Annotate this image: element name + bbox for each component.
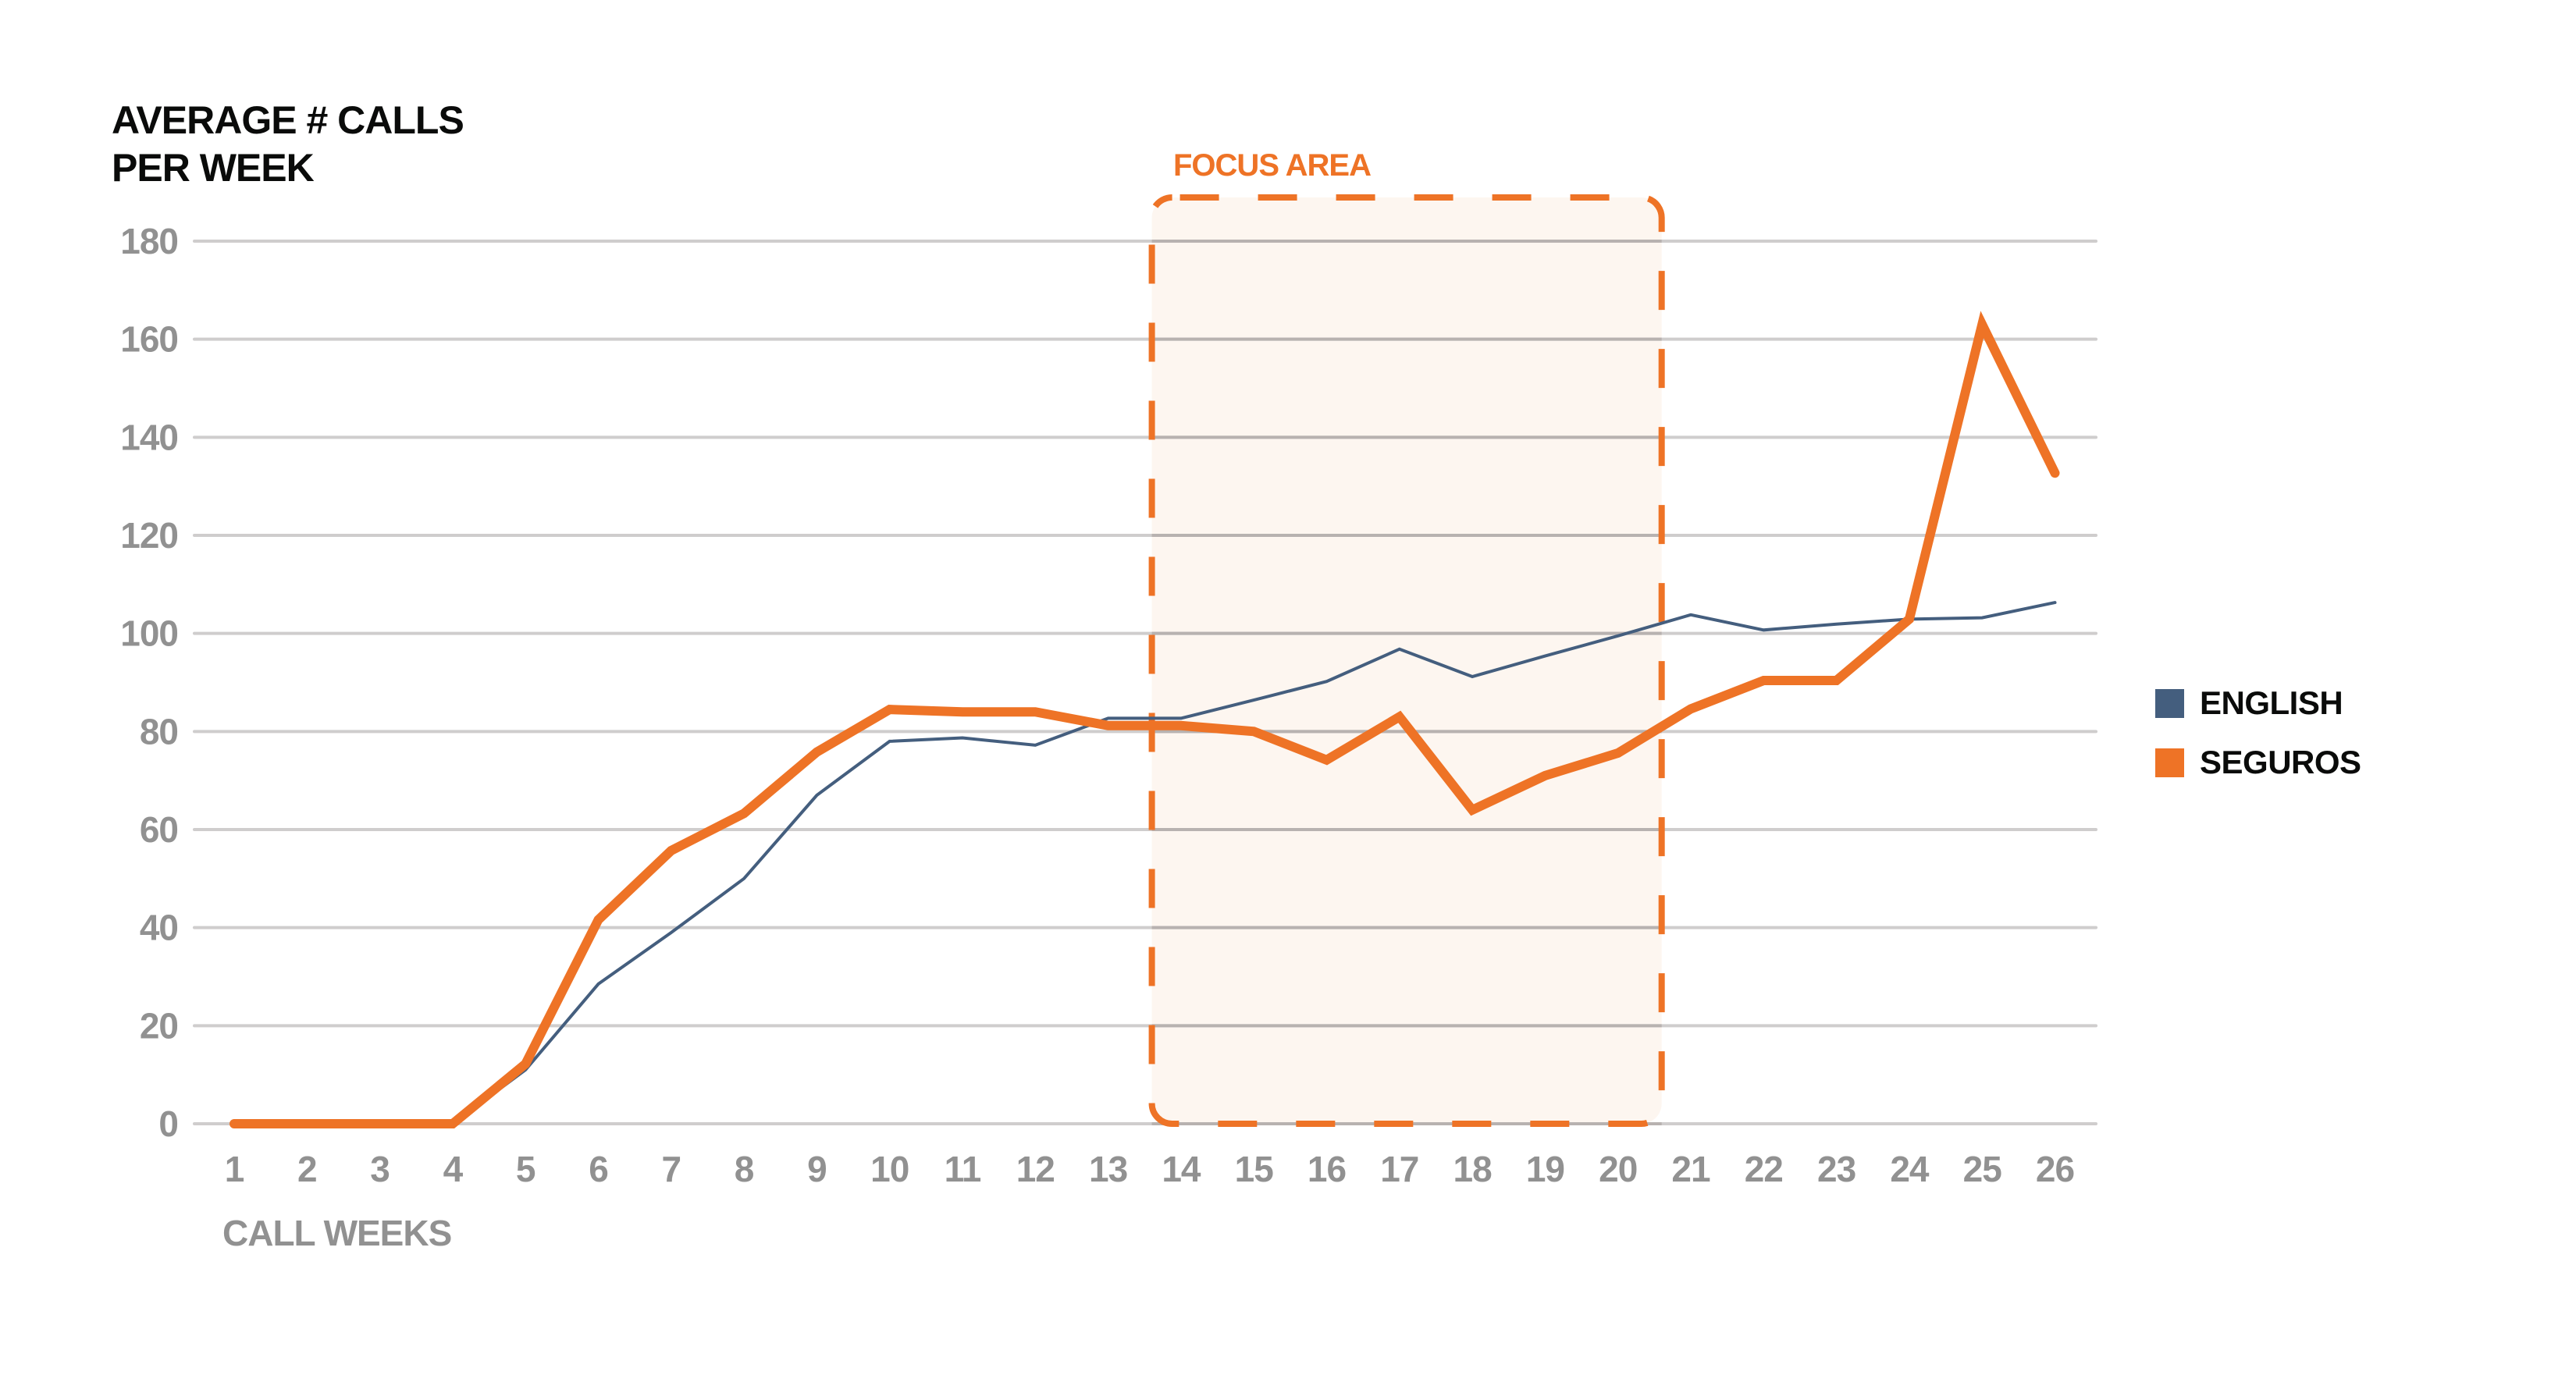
focus-area-fill <box>1151 197 1662 1124</box>
y-tick-label: 140 <box>120 417 178 457</box>
x-tick-label: 10 <box>870 1149 909 1189</box>
x-tick-label: 15 <box>1235 1149 1274 1189</box>
x-tick-label: 1 <box>225 1149 244 1189</box>
y-tick-label: 80 <box>140 711 178 752</box>
y-axis-title-line1: AVERAGE # CALLS <box>112 98 464 142</box>
x-tick-label: 2 <box>297 1149 317 1189</box>
x-tick-label: 4 <box>443 1149 464 1189</box>
focus-area-dashed-border <box>1148 194 1665 1127</box>
series-line-seguros <box>229 311 2060 1128</box>
x-axis-title: CALL WEEKS <box>222 1213 452 1253</box>
y-tick-label: 120 <box>120 515 178 556</box>
y-tick-label: 0 <box>158 1103 178 1144</box>
x-tick-label: 11 <box>945 1149 981 1189</box>
x-tick-label: 12 <box>1016 1149 1055 1189</box>
focus-area-border <box>1148 194 1665 1127</box>
gridlines <box>193 240 2097 1125</box>
legend-item-english: ENGLISH <box>2155 682 2361 724</box>
x-axis-ticks: 1 2 3 4 5 6 7 8 9 10 11 12 13 14 15 16 17 18 19 20 21 22 23 24 2… <box>225 1149 2075 1189</box>
y-tick-label: 20 <box>140 1005 178 1046</box>
legend-swatch-english <box>2155 688 2184 718</box>
x-tick-label: 13 <box>1089 1149 1127 1189</box>
x-tick-label: 5 <box>516 1149 535 1189</box>
x-tick-label: 23 <box>1817 1149 1856 1189</box>
x-tick-label: 16 <box>1308 1149 1346 1189</box>
x-tick-label: 17 <box>1380 1149 1418 1189</box>
x-tick-label: 19 <box>1526 1149 1564 1189</box>
legend: ENGLISH SEGUROS <box>2155 682 2361 801</box>
x-tick-label: 6 <box>589 1149 608 1189</box>
y-tick-label: 40 <box>140 908 178 948</box>
x-tick-label: 25 <box>1963 1149 2002 1189</box>
x-tick-label: 18 <box>1453 1149 1493 1189</box>
y-tick-label: 160 <box>120 319 178 360</box>
y-tick-label: 100 <box>120 613 178 654</box>
x-tick-label: 14 <box>1162 1149 1201 1189</box>
x-tick-label: 20 <box>1599 1149 1637 1189</box>
y-tick-label: 60 <box>140 809 178 850</box>
y-axis-title-line2: PER WEEK <box>112 146 315 190</box>
x-tick-label: 7 <box>662 1149 681 1189</box>
series-line-english <box>233 601 2057 1125</box>
focus-area-label: FOCUS AREA <box>1173 148 1372 183</box>
x-tick-label: 9 <box>807 1149 827 1189</box>
x-tick-label: 3 <box>370 1149 390 1189</box>
x-tick-label: 21 <box>1671 1149 1710 1189</box>
legend-swatch-seguros <box>2155 748 2184 777</box>
x-tick-label: 22 <box>1745 1149 1783 1189</box>
y-tick-label: 180 <box>120 221 178 261</box>
legend-label-english: ENGLISH <box>2200 684 2343 721</box>
y-axis-title: AVERAGE # CALLS PER WEEK <box>112 97 464 192</box>
focus-area-shading <box>1151 197 1662 1124</box>
y-axis-ticks: 0 20 40 60 80 100 120 140 160 180 <box>120 221 179 1144</box>
x-tick-label: 8 <box>735 1149 754 1189</box>
x-tick-label: 24 <box>1890 1149 1930 1189</box>
data-series <box>229 311 2060 1128</box>
x-tick-label: 26 <box>2036 1149 2074 1189</box>
legend-item-seguros: SEGUROS <box>2155 741 2361 784</box>
legend-label-seguros: SEGUROS <box>2200 744 2361 780</box>
